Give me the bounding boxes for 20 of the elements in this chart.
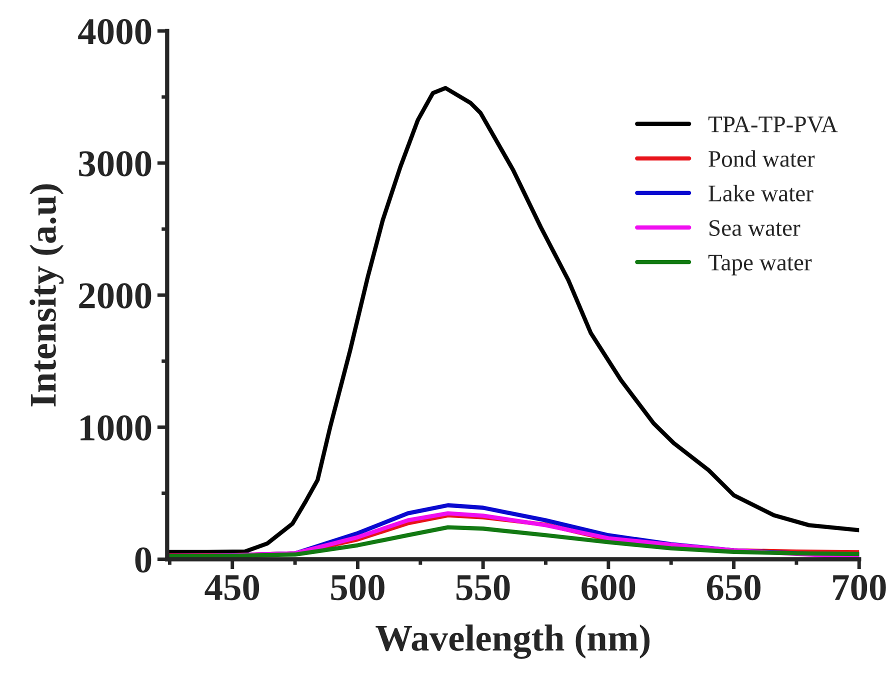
legend-label: Lake water	[708, 184, 814, 202]
x-tick-label: 500	[331, 574, 384, 600]
line-series	[168, 86, 860, 554]
legend-label: Tape water	[708, 254, 812, 276]
x-axis-title: Wavelength (nm)	[376, 624, 650, 659]
x-tick-label: 550	[456, 574, 510, 600]
x-tick-label: 600	[582, 574, 636, 600]
legend-label: TPA-TP-PVA	[708, 116, 838, 132]
y-tick-label: 2000	[79, 283, 152, 308]
line-series	[168, 525, 860, 558]
y-tick-label: 1000	[80, 415, 152, 441]
x-tick-label: 450	[204, 574, 260, 600]
x-tick-label: 650	[706, 574, 760, 600]
y-tick-label: 4000	[78, 19, 152, 44]
legend-label: Sea water	[710, 220, 800, 236]
y-tick-label: 3000	[79, 151, 152, 176]
y-axis-title: Intensity (a.u)	[30, 184, 64, 406]
y-tick-label: 0	[135, 547, 152, 573]
legend-label: Pond water	[708, 150, 815, 167]
x-tick-label: 700	[833, 574, 886, 600]
